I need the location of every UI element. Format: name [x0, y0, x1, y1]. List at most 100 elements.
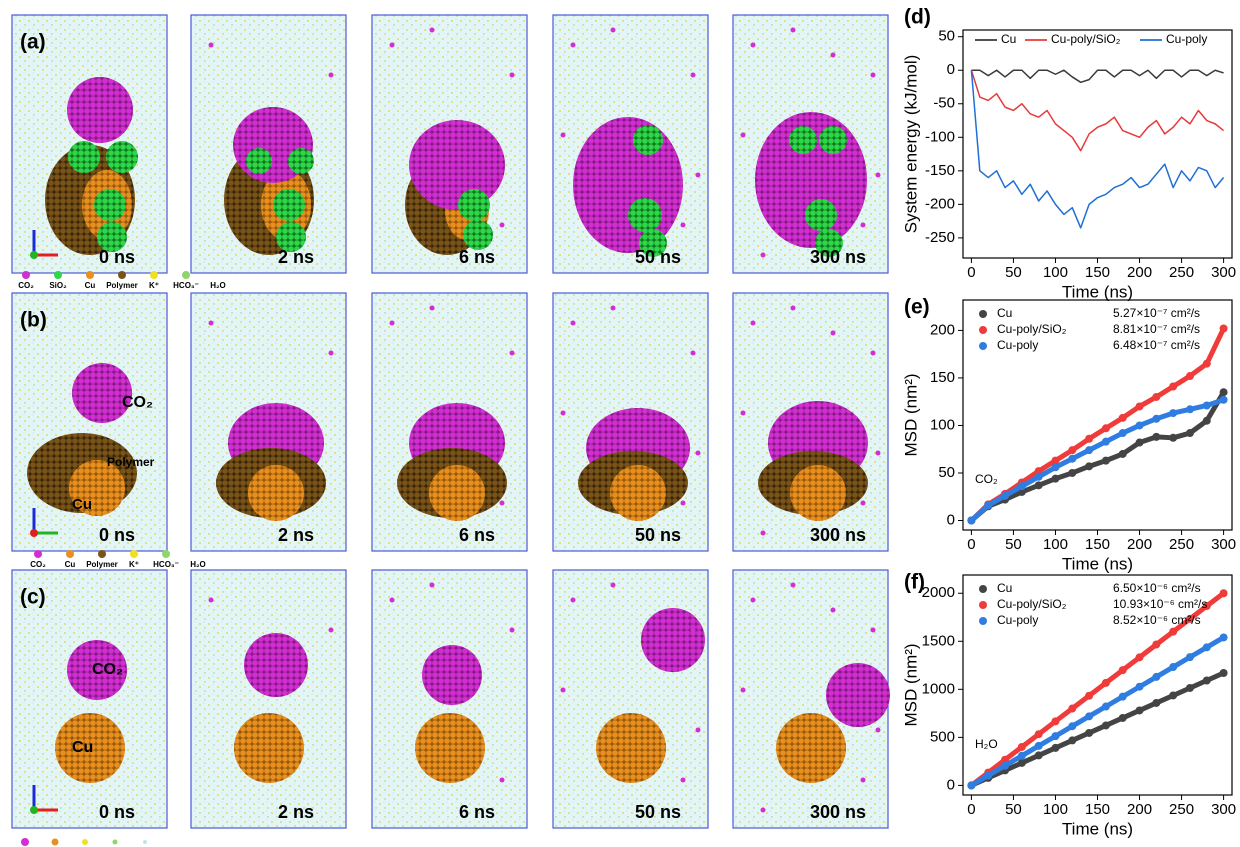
co2-molecule: [740, 132, 746, 138]
time-label: 0 ns: [99, 802, 135, 822]
co2-molecule: [389, 597, 395, 603]
legend-swatch: [979, 601, 987, 609]
co2-molecule: [790, 27, 796, 33]
y-tick-label: 0: [947, 61, 955, 78]
series-line: [969, 397, 1225, 523]
data-point: [984, 501, 993, 510]
data-point: [1169, 663, 1178, 672]
x-axis-title: Time (ns): [1062, 819, 1133, 838]
plot-frame: [962, 29, 1233, 259]
data-point: [1068, 722, 1077, 731]
co2-molecule: [750, 597, 756, 603]
molecule-cluster: [72, 363, 132, 423]
diffusion-coefficient: 6.48×10⁻⁷ cm²/s: [1113, 338, 1200, 352]
molecule-cluster: [463, 220, 493, 250]
time-label: 50 ns: [635, 802, 681, 822]
co2-molecule: [328, 72, 334, 78]
legend-label: Cu: [997, 581, 1012, 595]
co2-molecule: [570, 320, 576, 326]
data-point: [1068, 704, 1077, 713]
x-tick-label: 0: [967, 801, 975, 818]
molecule-cluster: [429, 465, 485, 521]
series-line: [970, 670, 1225, 788]
molecule-cluster: [69, 460, 125, 516]
time-label: 50 ns: [635, 525, 681, 545]
molecule-cluster: [248, 465, 304, 521]
species-dot: [86, 271, 94, 279]
species-label: Polymer: [106, 281, 138, 290]
data-point: [1135, 682, 1144, 691]
series-line: [969, 591, 1226, 788]
species-dot: [98, 550, 106, 558]
legend-swatch: [979, 326, 987, 334]
species-dot: [130, 550, 138, 558]
species-dot: [51, 838, 59, 846]
data-point: [1185, 683, 1194, 692]
species-dot: [112, 839, 118, 845]
x-tick-label: 300: [1211, 536, 1236, 553]
co2-molecule: [610, 305, 616, 311]
y-tick-label: 500: [930, 728, 955, 745]
y-tick-label: 50: [938, 464, 955, 481]
co2-molecule: [680, 222, 686, 228]
co2-molecule: [870, 627, 876, 633]
data-point: [1169, 691, 1178, 700]
co2-molecule: [860, 222, 866, 228]
data-point: [1118, 666, 1127, 675]
molecule-cluster: [276, 222, 306, 252]
data-point: [1185, 405, 1194, 414]
legend-swatch: [979, 617, 987, 625]
data-point: [1017, 751, 1026, 760]
molecule-cluster: [422, 645, 482, 705]
molecule-cluster: [573, 117, 683, 253]
time-label: 2 ns: [278, 247, 314, 267]
diffusion-coefficient: 6.50×10⁻⁶ cm²/s: [1113, 581, 1201, 595]
species-label: K⁺: [149, 281, 159, 290]
diffusion-coefficient: 5.27×10⁻⁷ cm²/s: [1113, 306, 1200, 320]
data-point: [1001, 761, 1010, 770]
data-point: [1101, 702, 1110, 711]
co2-molecule: [760, 530, 766, 536]
co2-molecule: [750, 320, 756, 326]
co2-molecule: [208, 597, 214, 603]
co2-molecule: [740, 687, 746, 693]
data-point: [1219, 395, 1228, 404]
axis-gizmo: [30, 251, 38, 259]
time-label: 50 ns: [635, 247, 681, 267]
data-point: [1001, 491, 1010, 500]
x-tick-label: 50: [1005, 264, 1022, 281]
molecule-cluster: [826, 663, 890, 727]
data-point: [1219, 589, 1228, 598]
co2-molecule: [860, 500, 866, 506]
co2-molecule: [750, 42, 756, 48]
species-label: SiO₂: [49, 281, 67, 290]
y-tick-label: 2000: [922, 584, 955, 601]
molecule-cluster: [246, 148, 272, 174]
axis-gizmo: [30, 806, 38, 814]
x-tick-label: 150: [1085, 801, 1110, 818]
molecule-cluster: [776, 713, 846, 783]
series-line: [969, 390, 1226, 523]
y-tick-label: -100: [925, 128, 955, 145]
co2-molecule: [680, 777, 686, 783]
time-label: 300 ns: [810, 525, 866, 545]
co2-molecule: [830, 52, 836, 58]
data-point: [1202, 416, 1211, 425]
data-point: [967, 781, 976, 790]
y-tick-label: 50: [938, 28, 955, 45]
co2-molecule: [560, 132, 566, 138]
y-tick-label: 150: [930, 369, 955, 386]
plot-frame: [962, 574, 1233, 796]
data-point: [1017, 742, 1026, 751]
co2-molecule: [509, 72, 515, 78]
molecule-cluster: [790, 465, 846, 521]
molecule-cluster: [610, 465, 666, 521]
data-point: [1085, 728, 1094, 737]
co2-molecule: [509, 350, 515, 356]
y-tick-label: 0: [947, 511, 955, 528]
species-dot: [21, 838, 29, 846]
y-axis-title: MSD (nm²): [901, 373, 920, 456]
species-dot: [143, 840, 147, 844]
co2-molecule: [499, 222, 505, 228]
co2-molecule: [610, 582, 616, 588]
